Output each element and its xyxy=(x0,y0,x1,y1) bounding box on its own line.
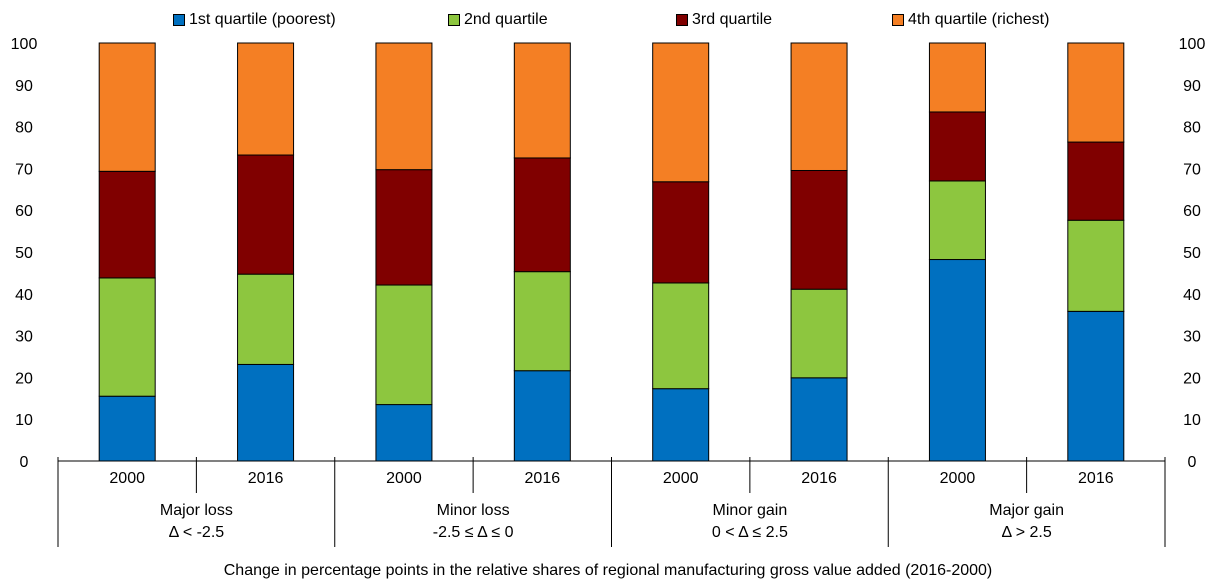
y-tick-label-right: 60 xyxy=(1183,203,1201,220)
legend-label-q2: 2nd quartile xyxy=(464,11,548,28)
y-tick-label-right: 50 xyxy=(1183,245,1201,262)
x-axis-title: Change in percentage points in the relat… xyxy=(223,562,993,579)
bar-segment-q2-1 xyxy=(237,273,295,365)
bar-segment-q4-5 xyxy=(790,42,848,171)
y-tick-label-left: 90 xyxy=(15,78,33,95)
y-tick-label-left: 30 xyxy=(15,329,33,346)
y-tick-label-right: 30 xyxy=(1183,329,1201,346)
group-label-line1: Major gain xyxy=(989,502,1064,519)
bar-segment-q2-7 xyxy=(1067,219,1125,312)
x-tick-label: 2016 xyxy=(1078,470,1114,487)
y-tick-label-left: 20 xyxy=(15,370,33,387)
y-tick-label-left: 0 xyxy=(20,454,29,471)
legend: 1st quartile (poorest) 2nd quartile 3rd … xyxy=(0,11,1216,33)
x-tick-label: 2016 xyxy=(801,470,837,487)
bar-segment-q1-5 xyxy=(790,377,848,462)
y-tick-label-left: 100 xyxy=(11,36,38,53)
group-label-line1: Minor gain xyxy=(713,502,788,519)
bar-segment-q4-4 xyxy=(652,42,710,183)
bar-segment-q3-5 xyxy=(790,169,848,290)
y-tick-label-left: 40 xyxy=(15,287,33,304)
group-label-line2: -2.5 ≤ Δ ≤ 0 xyxy=(433,524,514,541)
bar-segment-q1-4 xyxy=(652,388,710,462)
y-tick-label-left: 70 xyxy=(15,161,33,178)
legend-item-q2: 2nd quartile xyxy=(448,11,548,29)
legend-item-q3: 3rd quartile xyxy=(676,11,772,29)
legend-item-q1: 1st quartile (poorest) xyxy=(173,11,336,29)
y-tick-label-right: 20 xyxy=(1183,370,1201,387)
group-label-line2: Δ > 2.5 xyxy=(1001,524,1051,541)
x-tick-label: 2016 xyxy=(525,470,561,487)
group-label-line2: 0 < Δ ≤ 2.5 xyxy=(712,524,788,541)
group-label-line2: Δ < -2.5 xyxy=(169,524,225,541)
bar-segment-q3-4 xyxy=(652,181,710,284)
bar-segment-q2-2 xyxy=(375,284,433,406)
bar-segment-q2-0 xyxy=(98,277,156,397)
bar-segment-q1-1 xyxy=(237,363,295,462)
legend-swatch-q4 xyxy=(892,14,904,26)
bar-segment-q4-7 xyxy=(1067,42,1125,143)
bar-segment-q3-0 xyxy=(98,170,156,279)
legend-swatch-q1 xyxy=(173,14,185,26)
x-tick-label: 2000 xyxy=(940,470,976,487)
bar-segment-q1-7 xyxy=(1067,310,1125,462)
bar-segment-q1-3 xyxy=(513,370,571,462)
bar-segment-q3-7 xyxy=(1067,141,1125,221)
legend-label-q3: 3rd quartile xyxy=(692,11,773,28)
bar-segment-q4-2 xyxy=(375,42,433,171)
bar-segment-q3-2 xyxy=(375,169,433,286)
legend-swatch-q2 xyxy=(448,14,460,26)
bar-segment-q4-0 xyxy=(98,42,156,172)
x-tick-label: 2016 xyxy=(248,470,284,487)
legend-item-q4: 4th quartile (richest) xyxy=(892,11,1049,29)
y-tick-label-right: 40 xyxy=(1183,287,1201,304)
y-tick-label-left: 50 xyxy=(15,245,33,262)
y-tick-label-right: 10 xyxy=(1183,412,1201,429)
y-tick-label-left: 60 xyxy=(15,203,33,220)
y-tick-label-left: 10 xyxy=(15,412,33,429)
bar-segment-q4-1 xyxy=(237,42,295,156)
bar-segment-q2-6 xyxy=(928,180,986,261)
x-tick-label: 2000 xyxy=(386,470,422,487)
bar-segment-q1-0 xyxy=(98,395,156,462)
y-tick-label-right: 70 xyxy=(1183,161,1201,178)
y-tick-label-right: 0 xyxy=(1188,454,1197,471)
legend-label-q1: 1st quartile (poorest) xyxy=(189,11,336,28)
legend-swatch-q3 xyxy=(676,14,688,26)
bar-segment-q4-3 xyxy=(513,42,571,159)
y-tick-label-right: 90 xyxy=(1183,78,1201,95)
bar-segment-q3-1 xyxy=(237,154,295,275)
bar-segment-q1-2 xyxy=(375,404,433,462)
y-tick-label-right: 100 xyxy=(1179,36,1206,53)
group-label-line1: Major loss xyxy=(160,502,233,519)
legend-label-q4: 4th quartile (richest) xyxy=(908,11,1050,28)
y-tick-label-left: 80 xyxy=(15,120,33,137)
group-label-line1: Minor loss xyxy=(437,502,510,519)
bar-segment-q4-6 xyxy=(928,42,986,113)
bar-segment-q2-5 xyxy=(790,288,848,379)
y-tick-label-right: 80 xyxy=(1183,120,1201,137)
bar-segment-q2-4 xyxy=(652,282,710,390)
bar-segment-q1-6 xyxy=(928,259,986,462)
bar-segment-q3-3 xyxy=(513,157,571,273)
bar-segment-q3-6 xyxy=(928,111,986,182)
x-tick-label: 2000 xyxy=(109,470,145,487)
x-tick-label: 2000 xyxy=(663,470,699,487)
bar-segment-q2-3 xyxy=(513,271,571,372)
